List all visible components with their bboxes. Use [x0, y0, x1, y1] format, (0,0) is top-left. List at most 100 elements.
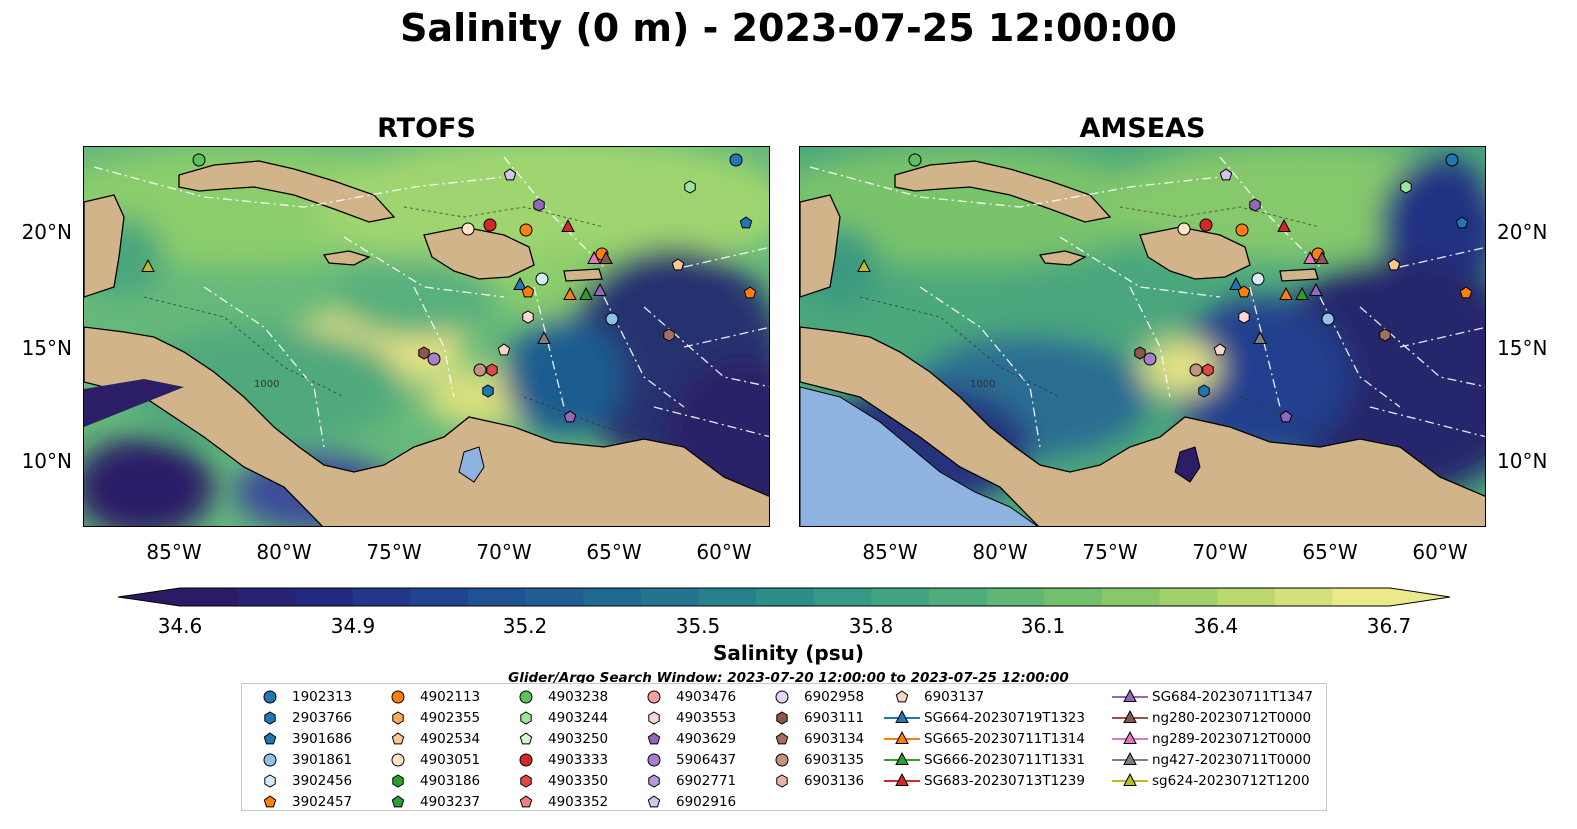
lat-label-10n-right: 10°N [1497, 449, 1548, 473]
float-marker [1238, 310, 1250, 324]
float-marker [1202, 363, 1214, 377]
float-marker [857, 259, 871, 272]
colorbar-segment [1217, 588, 1276, 606]
lon-label-60w-left: 60°W [696, 540, 752, 564]
colorbar-tick: 35.8 [848, 614, 894, 638]
float-marker [663, 328, 675, 342]
legend-item: 4903333 [506, 749, 608, 770]
legend-item: SG683-20230713T1239 [882, 770, 1085, 791]
legend-item: 6902771 [634, 770, 736, 791]
legend-item: 4903350 [506, 770, 608, 791]
lat-label-15n-right: 15°N [1497, 336, 1548, 360]
float-marker [418, 346, 430, 360]
legend-label: 4903237 [420, 793, 481, 810]
lon-label-65w-left: 65°W [586, 540, 642, 564]
float-marker [1235, 223, 1249, 237]
float-marker [537, 331, 551, 344]
colorbar-segment [871, 588, 930, 606]
legend-marker-icon [647, 795, 661, 808]
legend-item: 4902534 [378, 728, 480, 749]
colorbar-segment [698, 588, 757, 606]
legend-marker-icon [1112, 731, 1148, 744]
pacific-no-data [800, 386, 1039, 526]
legend-label: 4902355 [420, 709, 481, 726]
legend-item: 6903134 [762, 728, 864, 749]
colorbar-segment [352, 588, 412, 606]
float-marker [192, 153, 206, 167]
legend-label: 6903137 [924, 688, 985, 705]
float-marker [1321, 312, 1335, 326]
colorbar-min-extend [118, 588, 180, 606]
legend-item: 6903111 [762, 707, 864, 728]
colorbar-segment [525, 588, 584, 606]
lon-label-65w-right: 65°W [1302, 540, 1358, 564]
float-marker [1315, 251, 1329, 264]
legend-marker-icon [263, 690, 277, 704]
colorbar [117, 587, 1451, 607]
legend-label: 4902113 [420, 688, 481, 705]
rtofs-float-markers [141, 153, 757, 423]
colorbar-segment [1159, 588, 1218, 606]
legend-marker-icon [775, 690, 789, 704]
float-marker [535, 272, 549, 286]
legend-marker-icon [775, 753, 789, 767]
legend-item: 4903629 [634, 728, 736, 749]
float-marker [497, 343, 511, 356]
legend-marker-icon [776, 711, 788, 725]
legend-marker-icon [884, 752, 920, 765]
legend-label: 3902456 [292, 772, 353, 789]
lon-label-80w-right: 80°W [972, 540, 1028, 564]
float-marker [473, 363, 487, 377]
legend-label: 3901686 [292, 730, 353, 747]
legend-marker-icon [391, 753, 405, 767]
legend-label: 4903333 [548, 751, 609, 768]
legend-label: sg624-20230712T1200 [1152, 772, 1310, 789]
float-marker [503, 168, 517, 181]
legend-item: 5906437 [634, 749, 736, 770]
legend-marker-icon [884, 710, 920, 723]
legend-item: 2903766 [250, 707, 352, 728]
yucatan-land [84, 194, 125, 298]
colorbar-tick: 34.9 [330, 614, 376, 638]
legend-item: 6902958 [762, 686, 864, 707]
legend-item: ng280-20230712T0000 [1110, 707, 1311, 728]
float-marker [1143, 352, 1157, 366]
lon-label-60w-right: 60°W [1412, 540, 1468, 564]
legend-item: 3902456 [250, 770, 352, 791]
legend-item: 6903136 [762, 770, 864, 791]
puerto-rico-land [563, 268, 603, 282]
colorbar-tick: 36.4 [1193, 614, 1239, 638]
legend-marker-icon [519, 732, 533, 745]
legend-marker-icon [884, 773, 920, 786]
legend-marker-icon [391, 732, 405, 745]
legend-label: 4903250 [548, 730, 609, 747]
legend-label: SG664-20230719T1323 [924, 709, 1085, 726]
colorbar-segment [1101, 588, 1161, 606]
colorbar-segment [180, 588, 239, 606]
amseas-float-markers [857, 153, 1473, 423]
legend-marker-icon [263, 795, 277, 808]
legend-label: 6902958 [804, 688, 865, 705]
legend-marker-icon [776, 774, 788, 788]
legend-marker-icon [647, 690, 661, 704]
legend-label: SG666-20230711T1331 [924, 751, 1085, 768]
legend-marker-icon [648, 774, 660, 788]
legend-label: 4903629 [676, 730, 737, 747]
legend-item: sg624-20230712T1200 [1110, 770, 1310, 791]
legend-item: ng427-20230711T0000 [1110, 749, 1311, 770]
float-marker [1219, 168, 1233, 181]
lon-label-70w-left: 70°W [476, 540, 532, 564]
lon-label-75w-right: 75°W [1082, 540, 1138, 564]
lon-label-80w-left: 80°W [256, 540, 312, 564]
legend-item: SG666-20230711T1331 [882, 749, 1085, 770]
legend-item: 4903476 [634, 686, 736, 707]
colorbar-tick: 36.1 [1020, 614, 1066, 638]
float-marker [1400, 180, 1412, 194]
cuba-land [178, 160, 396, 223]
colorbar-segment [410, 588, 469, 606]
rtofs-map: 1000 [83, 146, 770, 527]
float-marker [1387, 258, 1401, 271]
legend-label: 6903111 [804, 709, 865, 726]
legend-marker-icon [1112, 752, 1148, 765]
float-marker [1279, 410, 1293, 423]
